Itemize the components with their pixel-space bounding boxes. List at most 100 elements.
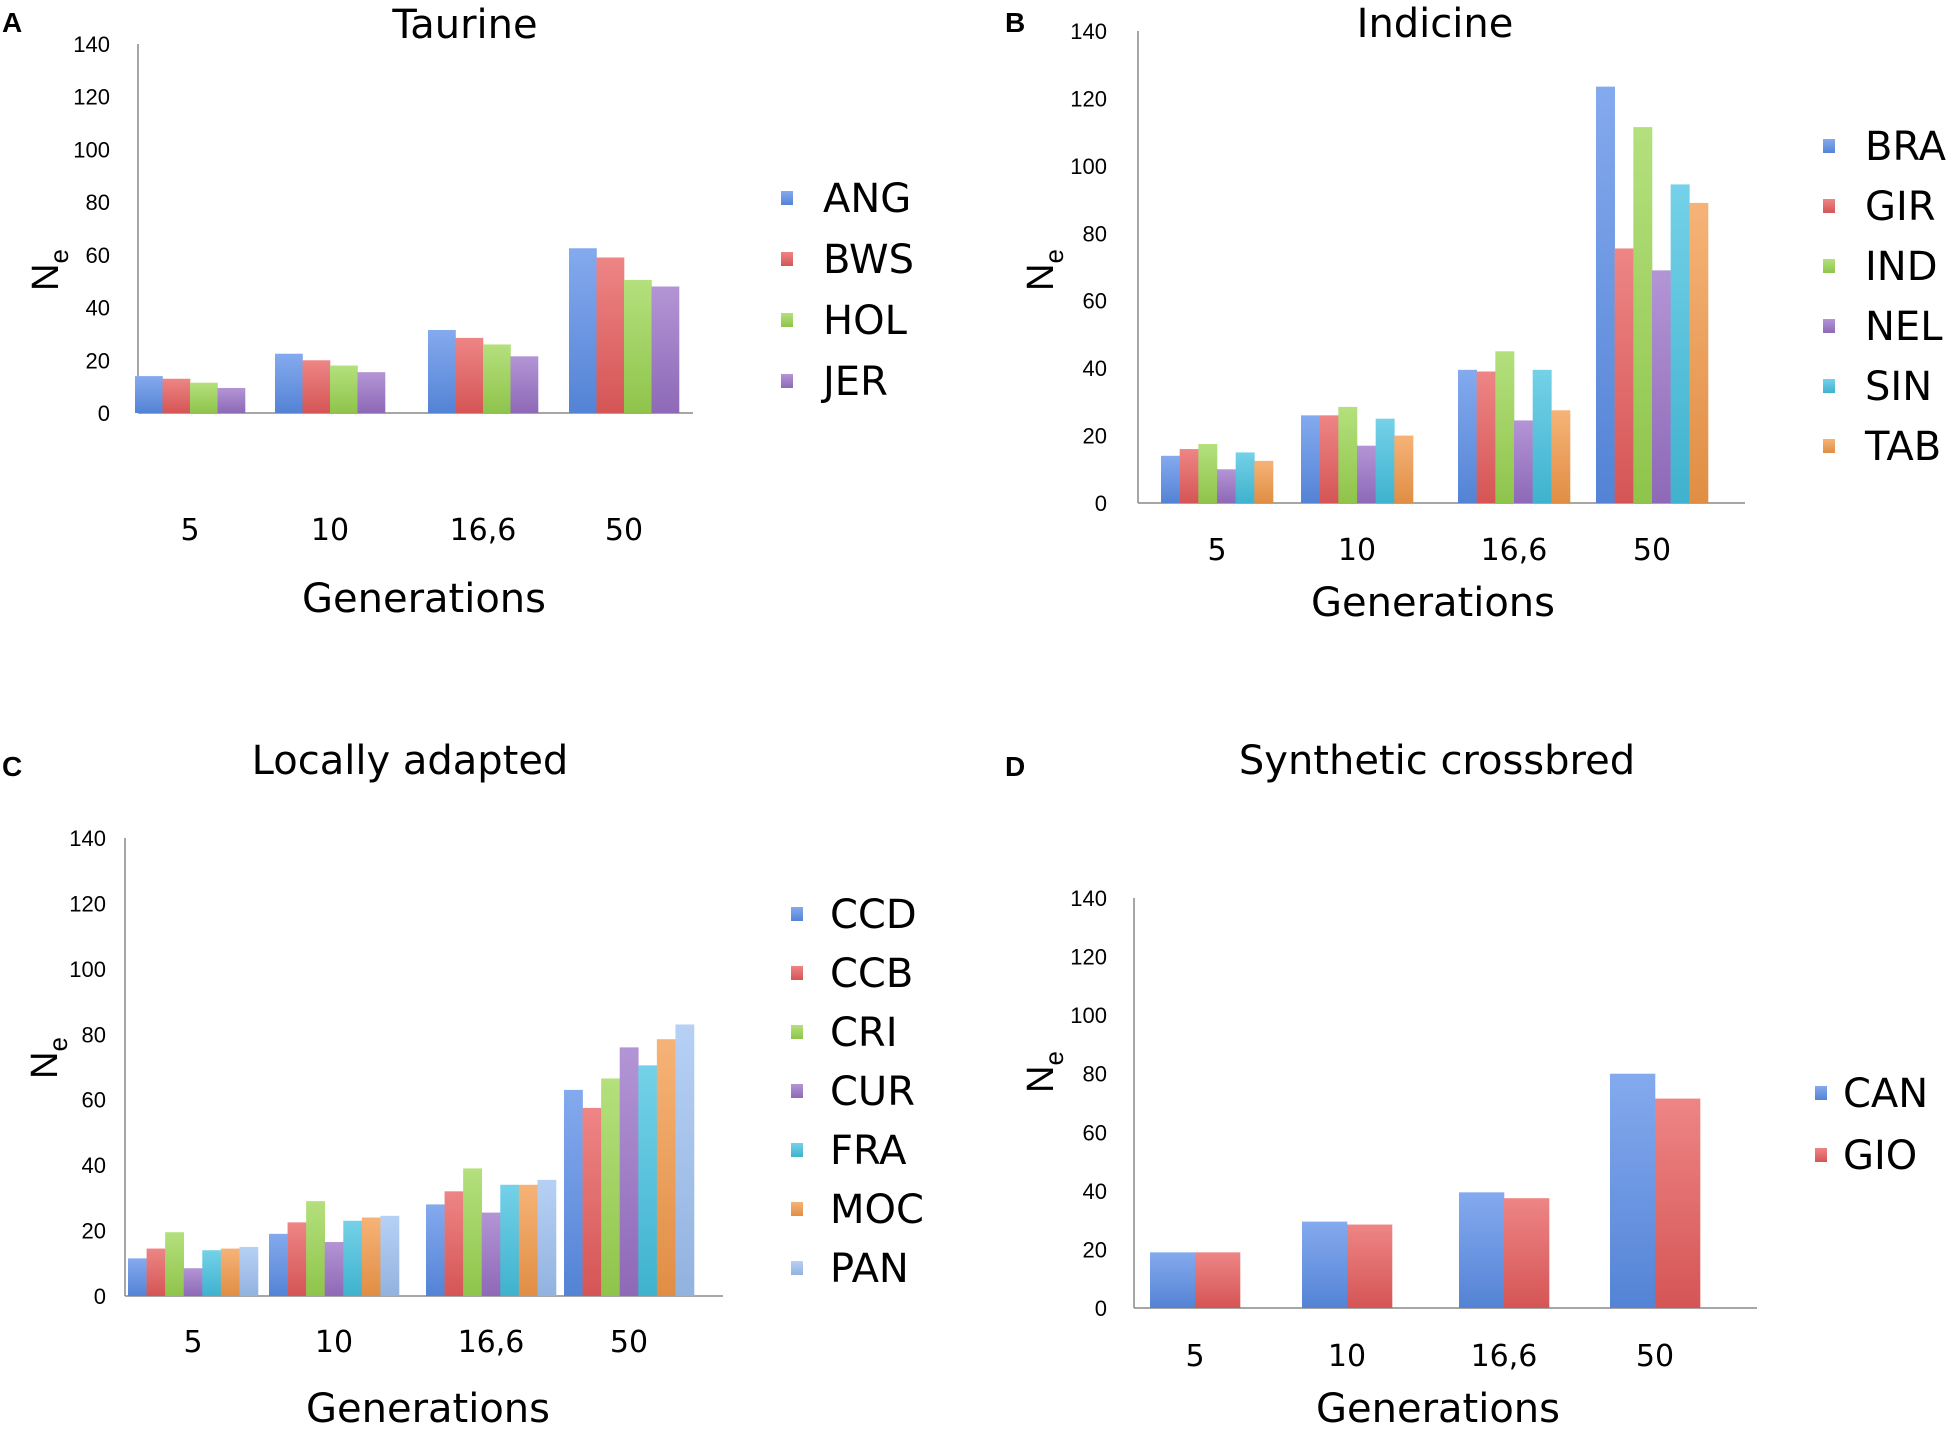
y-tick-label-a: 40 (86, 296, 110, 321)
y-tick-label-d: 0 (1095, 1296, 1107, 1321)
x-category-label-b: 10 (1338, 533, 1376, 568)
legend-label-a-bws: BWS (823, 237, 914, 283)
bar-a-hol-16-6 (483, 344, 511, 413)
y-tick-label-c: 20 (82, 1219, 106, 1244)
bar-b-nel-10 (1357, 445, 1376, 503)
legend-swatch-c-pan (791, 1261, 803, 1275)
panel-b: B Indicine 0 20 40 60 80 100 120 140 Ne 5 10 16,6 50 Ge… (1005, 1, 1947, 626)
bar-b-sin-16-6 (1532, 369, 1552, 503)
legend-label-a-ang: ANG (823, 176, 911, 222)
bar-c-cur-50 (619, 1047, 639, 1296)
x-category-label-a: 50 (605, 513, 643, 548)
x-category-label-b: 50 (1633, 533, 1671, 568)
y-tick-label-a: 60 (86, 243, 110, 268)
x-axis-label-c: Generations (306, 1386, 550, 1429)
legend-label-a-jer: JER (820, 359, 888, 405)
legend-b: BRA GIR IND NEL SIN TAB (1823, 124, 1947, 470)
y-tick-label-b: 20 (1083, 424, 1107, 449)
x-category-label-c: 5 (183, 1325, 202, 1360)
bar-b-ind-5 (1198, 444, 1218, 503)
panel-letter-c: C (2, 751, 22, 782)
x-category-label-a: 16,6 (450, 513, 517, 548)
legend-label-c-ccd: CCD (830, 892, 917, 938)
x-axis-label-b: Generations (1311, 580, 1555, 626)
bar-a-hol-50 (624, 279, 652, 413)
legend-label-c-moc: MOC (830, 1187, 924, 1233)
bar-d-can-10 (1302, 1221, 1348, 1308)
bar-c-pan-5 (239, 1246, 259, 1296)
bar-c-cur-5 (183, 1268, 203, 1296)
x-category-label-d: 50 (1636, 1339, 1674, 1374)
y-axis-label-d: Ne (1020, 1051, 1069, 1093)
chart-title-b: Indicine (1357, 1, 1514, 47)
y-tick-label-b: 60 (1083, 289, 1107, 314)
x-category-label-c: 50 (610, 1325, 648, 1360)
bar-b-nel-16-6 (1514, 420, 1533, 503)
bar-c-ccb-50 (582, 1107, 602, 1296)
legend-label-c-fra: FRA (830, 1128, 907, 1174)
legend-swatch-c-cur (791, 1084, 803, 1098)
x-category-label-c: 10 (315, 1325, 353, 1360)
bar-b-ind-50 (1633, 127, 1653, 503)
legend-label-d-gio: GIO (1843, 1133, 1917, 1179)
bar-b-gir-50 (1614, 248, 1634, 503)
y-tick-label-a: 80 (86, 190, 110, 215)
bar-b-tab-5 (1254, 460, 1274, 503)
legend-label-b-tab: TAB (1864, 424, 1941, 470)
y-tick-label-c: 60 (82, 1088, 106, 1113)
bar-b-nel-50 (1652, 270, 1671, 503)
y-tick-label-c: 40 (82, 1153, 106, 1178)
bar-d-gio-50 (1655, 1098, 1701, 1308)
bar-c-ccd-50 (564, 1089, 583, 1296)
bar-d-gio-16-6 (1504, 1198, 1550, 1308)
legend-label-b-sin: SIN (1865, 364, 1932, 410)
bar-b-gir-16-6 (1476, 371, 1496, 503)
legend-swatch-a-ang (781, 191, 793, 205)
bar-c-fra-50 (638, 1065, 658, 1296)
bar-a-bws-50 (596, 257, 625, 413)
bar-a-jer-10 (357, 372, 386, 413)
legend-label-b-ind: IND (1865, 244, 1938, 290)
legend-swatch-c-fra (791, 1143, 803, 1157)
legend-label-d-can: CAN (1843, 1071, 1928, 1117)
bar-b-tab-10 (1394, 435, 1414, 503)
y-tick-label-d: 20 (1083, 1237, 1107, 1262)
y-tick-label-b: 120 (1070, 86, 1107, 111)
y-tick-label-c: 120 (69, 891, 106, 916)
bar-c-moc-50 (656, 1039, 676, 1296)
bar-a-jer-16-6 (510, 356, 539, 413)
bar-c-moc-16-6 (518, 1184, 538, 1296)
bar-b-sin-10 (1375, 418, 1395, 503)
legend-swatch-a-jer (781, 374, 793, 388)
legend-a: ANG BWS HOL JER (781, 176, 914, 405)
legend-swatch-a-bws (781, 252, 793, 266)
legend-label-c-cur: CUR (830, 1069, 915, 1115)
y-axis-label-c: Ne (24, 1037, 73, 1079)
bar-c-ccb-5 (146, 1248, 166, 1296)
bar-a-bws-10 (302, 360, 331, 413)
bar-c-cri-10 (306, 1201, 326, 1296)
y-axis-label-a: Ne (25, 249, 74, 291)
bar-c-fra-16-6 (500, 1184, 520, 1296)
legend-swatch-c-cri (791, 1025, 803, 1039)
bar-d-gio-10 (1347, 1224, 1393, 1308)
panel-a: A Taurine 0 20 40 60 80 100 120 140 Ne 5 10 16,6 50 Gen… (2, 2, 914, 622)
y-tick-label-c: 100 (69, 957, 106, 982)
legend-swatch-c-ccd (791, 907, 803, 921)
bar-c-moc-10 (361, 1217, 381, 1296)
bar-b-tab-50 (1689, 202, 1709, 503)
legend-label-b-nel: NEL (1865, 304, 1943, 350)
chart-title-a: Taurine (391, 2, 537, 48)
x-category-label-d: 10 (1328, 1339, 1366, 1374)
bar-c-fra-10 (343, 1220, 363, 1296)
y-axis-label-b: Ne (1020, 249, 1069, 291)
panel-letter-b: B (1005, 7, 1025, 38)
x-category-label-a: 10 (311, 513, 349, 548)
bar-c-ccb-16-6 (444, 1191, 464, 1296)
panel-c: C Locally adapted 0 20 40 60 80 100 120 140 Ne 5 10 1… (2, 738, 924, 1429)
y-tick-label-d: 40 (1083, 1179, 1107, 1204)
legend-swatch-b-ind (1823, 259, 1835, 273)
bar-c-ccb-10 (287, 1222, 307, 1296)
y-tick-label-d: 140 (1070, 886, 1107, 911)
